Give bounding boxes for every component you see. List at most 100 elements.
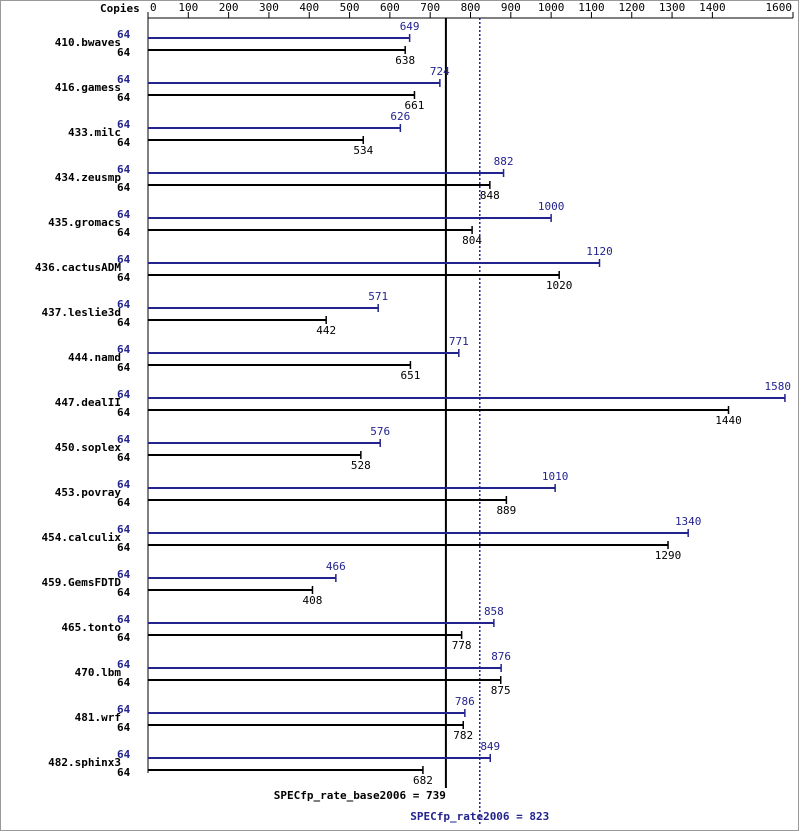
copies-label: 64	[117, 703, 131, 716]
y-tick-label: 465.tonto	[61, 621, 121, 634]
x-tick-label: 300	[259, 1, 279, 14]
copies-label: 64	[117, 136, 131, 149]
x-tick-label: 1000	[538, 1, 565, 14]
value-label: 442	[316, 324, 336, 337]
value-label: 849	[480, 740, 500, 753]
value-label: 1290	[655, 549, 682, 562]
copies-label: 64	[117, 73, 131, 86]
value-label: 528	[351, 459, 371, 472]
copies-label: 64	[117, 181, 131, 194]
value-label: 848	[480, 189, 500, 202]
value-label: 1010	[542, 470, 569, 483]
value-label: 786	[455, 695, 475, 708]
value-label: 804	[462, 234, 482, 247]
value-label: 649	[400, 20, 420, 33]
x-tick-label: 1300	[659, 1, 686, 14]
x-tick-label: 200	[219, 1, 239, 14]
copies-label: 64	[117, 271, 131, 284]
reference-label: SPECfp_rate2006 = 823	[410, 810, 549, 823]
y-tick-label: 437.leslie3d	[42, 306, 121, 319]
value-label: 682	[413, 774, 433, 787]
copies-label: 64	[117, 208, 131, 221]
copies-label: 64	[117, 253, 131, 266]
value-label: 782	[453, 729, 473, 742]
copies-label: 64	[117, 496, 131, 509]
value-label: 638	[395, 54, 415, 67]
y-tick-label: 447.dealII	[55, 396, 121, 409]
value-label: 882	[494, 155, 514, 168]
copies-label: 64	[117, 361, 131, 374]
value-label: 875	[491, 684, 511, 697]
copies-label: 64	[117, 343, 131, 356]
x-tick-label: 900	[501, 1, 521, 14]
copies-label: 64	[117, 298, 131, 311]
y-tick-label: 433.milc	[68, 126, 121, 139]
y-tick-label: 459.GemsFDTD	[42, 576, 122, 589]
y-tick-label: 450.soplex	[55, 441, 122, 454]
copies-label: 64	[117, 433, 131, 446]
copies-label: 64	[117, 748, 131, 761]
copies-label: 64	[117, 478, 131, 491]
value-label: 1120	[586, 245, 613, 258]
value-label: 661	[405, 99, 425, 112]
y-tick-label: 453.povray	[55, 486, 122, 499]
copies-label: 64	[117, 226, 131, 239]
x-tick-label: 0	[150, 1, 157, 14]
copies-label: 64	[117, 91, 131, 104]
y-tick-label: 481.wrf	[75, 711, 121, 724]
copies-label: 64	[117, 721, 131, 734]
value-label: 771	[449, 335, 469, 348]
copies-label: 64	[117, 631, 131, 644]
x-tick-label: 1600	[766, 1, 793, 14]
x-tick-label: 1400	[699, 1, 726, 14]
value-label: 876	[491, 650, 511, 663]
x-tick-label: 100	[178, 1, 198, 14]
value-label: 576	[370, 425, 390, 438]
copies-label: 64	[117, 541, 131, 554]
value-label: 571	[368, 290, 388, 303]
copies-label: 64	[117, 658, 131, 671]
y-tick-label: 434.zeusmp	[55, 171, 122, 184]
value-label: 1440	[715, 414, 742, 427]
value-label: 1580	[765, 380, 792, 393]
copies-label: 64	[117, 118, 131, 131]
reference-label: SPECfp_rate_base2006 = 739	[274, 789, 446, 802]
y-tick-label: 435.gromacs	[48, 216, 121, 229]
value-label: 1340	[675, 515, 702, 528]
value-label: 466	[326, 560, 346, 573]
value-label: 858	[484, 605, 504, 618]
y-tick-label: 436.cactusADM	[35, 261, 121, 274]
y-tick-label: 410.bwaves	[55, 36, 121, 49]
copies-label: 64	[117, 613, 131, 626]
copies-label: 64	[117, 766, 131, 779]
x-tick-label: 700	[420, 1, 440, 14]
copies-label: 64	[117, 586, 131, 599]
copies-label: 64	[117, 46, 131, 59]
y-tick-label: 470.lbm	[75, 666, 122, 679]
value-label: 778	[452, 639, 472, 652]
copies-label: 64	[117, 388, 131, 401]
copies-label: 64	[117, 451, 131, 464]
copies-header: Copies	[100, 2, 140, 15]
copies-label: 64	[117, 568, 131, 581]
y-tick-label: 482.sphinx3	[48, 756, 121, 769]
value-label: 626	[390, 110, 410, 123]
copies-label: 64	[117, 316, 131, 329]
y-tick-label: 444.namd	[68, 351, 121, 364]
x-tick-label: 1100	[578, 1, 605, 14]
x-tick-label: 1200	[619, 1, 646, 14]
copies-label: 64	[117, 406, 131, 419]
x-tick-label: 600	[380, 1, 400, 14]
y-tick-label: 416.gamess	[55, 81, 121, 94]
value-label: 534	[353, 144, 373, 157]
x-tick-label: 400	[299, 1, 319, 14]
x-tick-label: 800	[461, 1, 481, 14]
copies-label: 64	[117, 676, 131, 689]
copies-label: 64	[117, 163, 131, 176]
value-label: 724	[430, 65, 450, 78]
y-tick-label: 454.calculix	[42, 531, 122, 544]
value-label: 889	[496, 504, 516, 517]
